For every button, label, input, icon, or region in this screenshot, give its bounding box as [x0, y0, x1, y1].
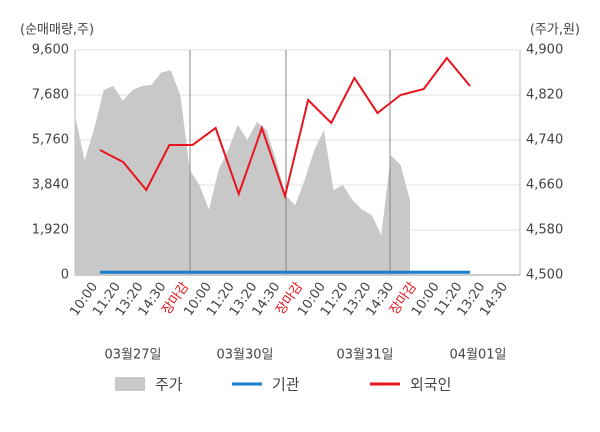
legend-swatch: [115, 377, 145, 391]
y-axis-label: (순매매량,주): [20, 23, 94, 38]
legend-label: 외국인: [410, 376, 451, 394]
y2-tick-label: 4,500: [526, 268, 563, 283]
price-area: [75, 70, 410, 275]
y-tick-label: 7,680: [32, 88, 69, 103]
line-2: [99, 56, 471, 200]
y-tick-label: 0: [61, 268, 69, 283]
y2-tick-label: 4,660: [526, 178, 563, 193]
date-label: 03월31일: [336, 348, 393, 363]
date-label: 04월01일: [449, 348, 506, 363]
y2-tick-label: 4,820: [526, 88, 563, 103]
y-tick-label: 5,760: [32, 133, 69, 148]
y2-tick-label: 4,580: [526, 223, 563, 238]
y-tick-label: 1,920: [32, 223, 69, 238]
y2-tick-label: 4,900: [526, 43, 563, 58]
date-label: 03월27일: [104, 348, 161, 363]
y-tick-label: 9,600: [32, 43, 69, 58]
legend-label: 주가: [155, 376, 183, 394]
legend-label: 기관: [272, 376, 300, 394]
y2-tick-label: 4,740: [526, 133, 563, 148]
y-tick-label: 3,840: [32, 178, 69, 193]
y2-axis-label: (주가,원): [530, 23, 580, 38]
date-label: 03월30일: [216, 348, 273, 363]
